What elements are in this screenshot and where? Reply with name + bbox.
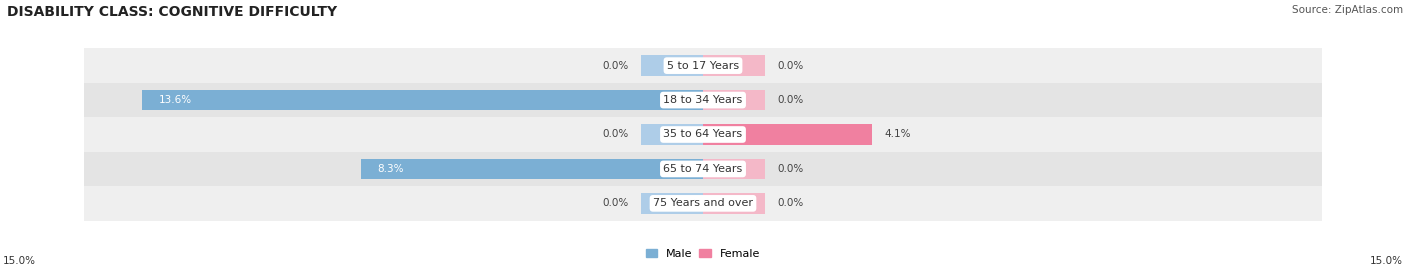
Bar (703, 90, 765, 110)
Text: 15.0%: 15.0% (1371, 256, 1403, 266)
Bar (703, 159, 765, 179)
Text: 0.0%: 0.0% (778, 164, 803, 174)
Text: 35 to 64 Years: 35 to 64 Years (664, 129, 742, 140)
Bar (703, 124, 872, 145)
Bar (142, 90, 703, 110)
Text: 18 to 34 Years: 18 to 34 Years (664, 95, 742, 105)
Bar (641, 124, 703, 145)
Bar (361, 159, 703, 179)
Bar (703, 193, 765, 214)
Legend: Male, Female: Male, Female (641, 245, 765, 263)
Text: DISABILITY CLASS: COGNITIVE DIFFICULTY: DISABILITY CLASS: COGNITIVE DIFFICULTY (7, 5, 337, 19)
Text: 0.0%: 0.0% (603, 129, 628, 140)
Text: 0.0%: 0.0% (778, 95, 803, 105)
Bar (84, 48, 1322, 83)
Text: Source: ZipAtlas.com: Source: ZipAtlas.com (1292, 5, 1403, 15)
Text: 0.0%: 0.0% (603, 61, 628, 71)
Bar (84, 83, 1322, 117)
Bar (703, 55, 765, 76)
Bar (641, 193, 703, 214)
Text: 65 to 74 Years: 65 to 74 Years (664, 164, 742, 174)
Text: 5 to 17 Years: 5 to 17 Years (666, 61, 740, 71)
Text: 4.1%: 4.1% (884, 129, 911, 140)
Text: 75 Years and over: 75 Years and over (652, 198, 754, 208)
Text: 15.0%: 15.0% (3, 256, 35, 266)
Bar (84, 117, 1322, 152)
Text: 13.6%: 13.6% (159, 95, 191, 105)
Text: 0.0%: 0.0% (778, 198, 803, 208)
Text: 0.0%: 0.0% (778, 61, 803, 71)
Bar (641, 55, 703, 76)
Text: 8.3%: 8.3% (377, 164, 404, 174)
Bar (84, 186, 1322, 221)
Text: 0.0%: 0.0% (603, 198, 628, 208)
Bar (84, 152, 1322, 186)
